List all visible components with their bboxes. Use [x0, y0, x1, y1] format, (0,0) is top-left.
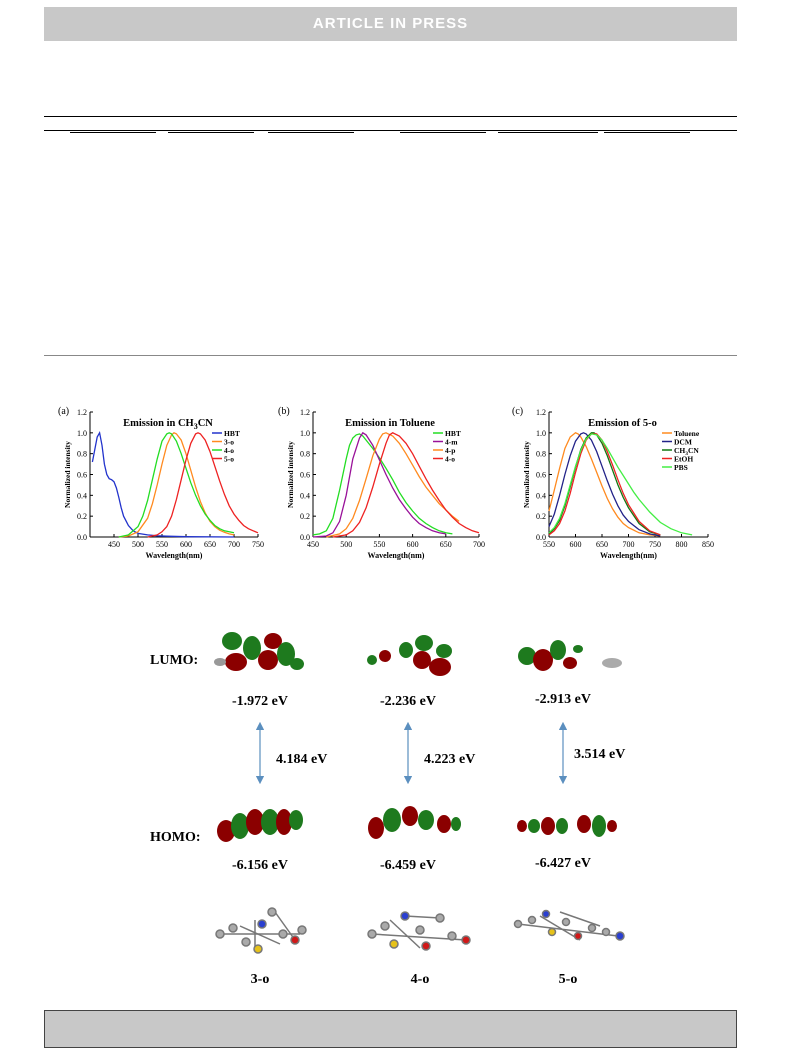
lumo-orbital-5-o	[518, 640, 622, 671]
column-rule-3	[268, 132, 354, 133]
lumo-energy-3-o: -1.972 eV	[232, 694, 288, 709]
homo-label: HOMO:	[150, 830, 201, 845]
compound-label-5-o: 5-o	[558, 972, 578, 987]
column-rule-6	[604, 132, 690, 133]
column-rule-1	[70, 132, 156, 133]
article-in-press-banner: ARTICLE IN PRESS	[44, 7, 737, 41]
homo-energy-3-o: -6.156 eV	[232, 858, 288, 873]
column-rule-2	[168, 132, 254, 133]
molecule-3-o	[215, 907, 307, 954]
molecule-5-o	[513, 909, 625, 941]
homo-energy-5-o: -6.427 eV	[535, 856, 591, 871]
gap-energy-3-o: 4.184 eV	[276, 752, 328, 767]
homo-energy-4-o: -6.459 eV	[380, 858, 436, 873]
lumo-energy-4-o: -2.236 eV	[380, 694, 436, 709]
lumo-orbital-3-o	[214, 632, 304, 671]
section-rule	[44, 355, 737, 356]
homo-orbital-5-o	[517, 815, 617, 837]
compound-label-3-o: 3-o	[250, 972, 270, 987]
citation-box	[44, 1010, 737, 1048]
compound-label-4-o: 4-o	[410, 972, 430, 987]
gap-energy-5-o: 3.514 eV	[574, 747, 626, 762]
lumo-orbital-4-o	[367, 635, 452, 676]
molecule-4-o	[367, 911, 471, 951]
column-rule-4	[400, 132, 486, 133]
column-rule-5	[498, 132, 598, 133]
homo-orbital-4-o	[368, 806, 461, 839]
lumo-label: LUMO:	[150, 653, 199, 668]
gap-energy-4-o: 4.223 eV	[424, 752, 476, 767]
table-rule	[44, 130, 737, 131]
lumo-energy-5-o: -2.913 eV	[535, 692, 591, 707]
homo-orbital-3-o	[217, 809, 303, 842]
top-rule	[44, 116, 737, 117]
